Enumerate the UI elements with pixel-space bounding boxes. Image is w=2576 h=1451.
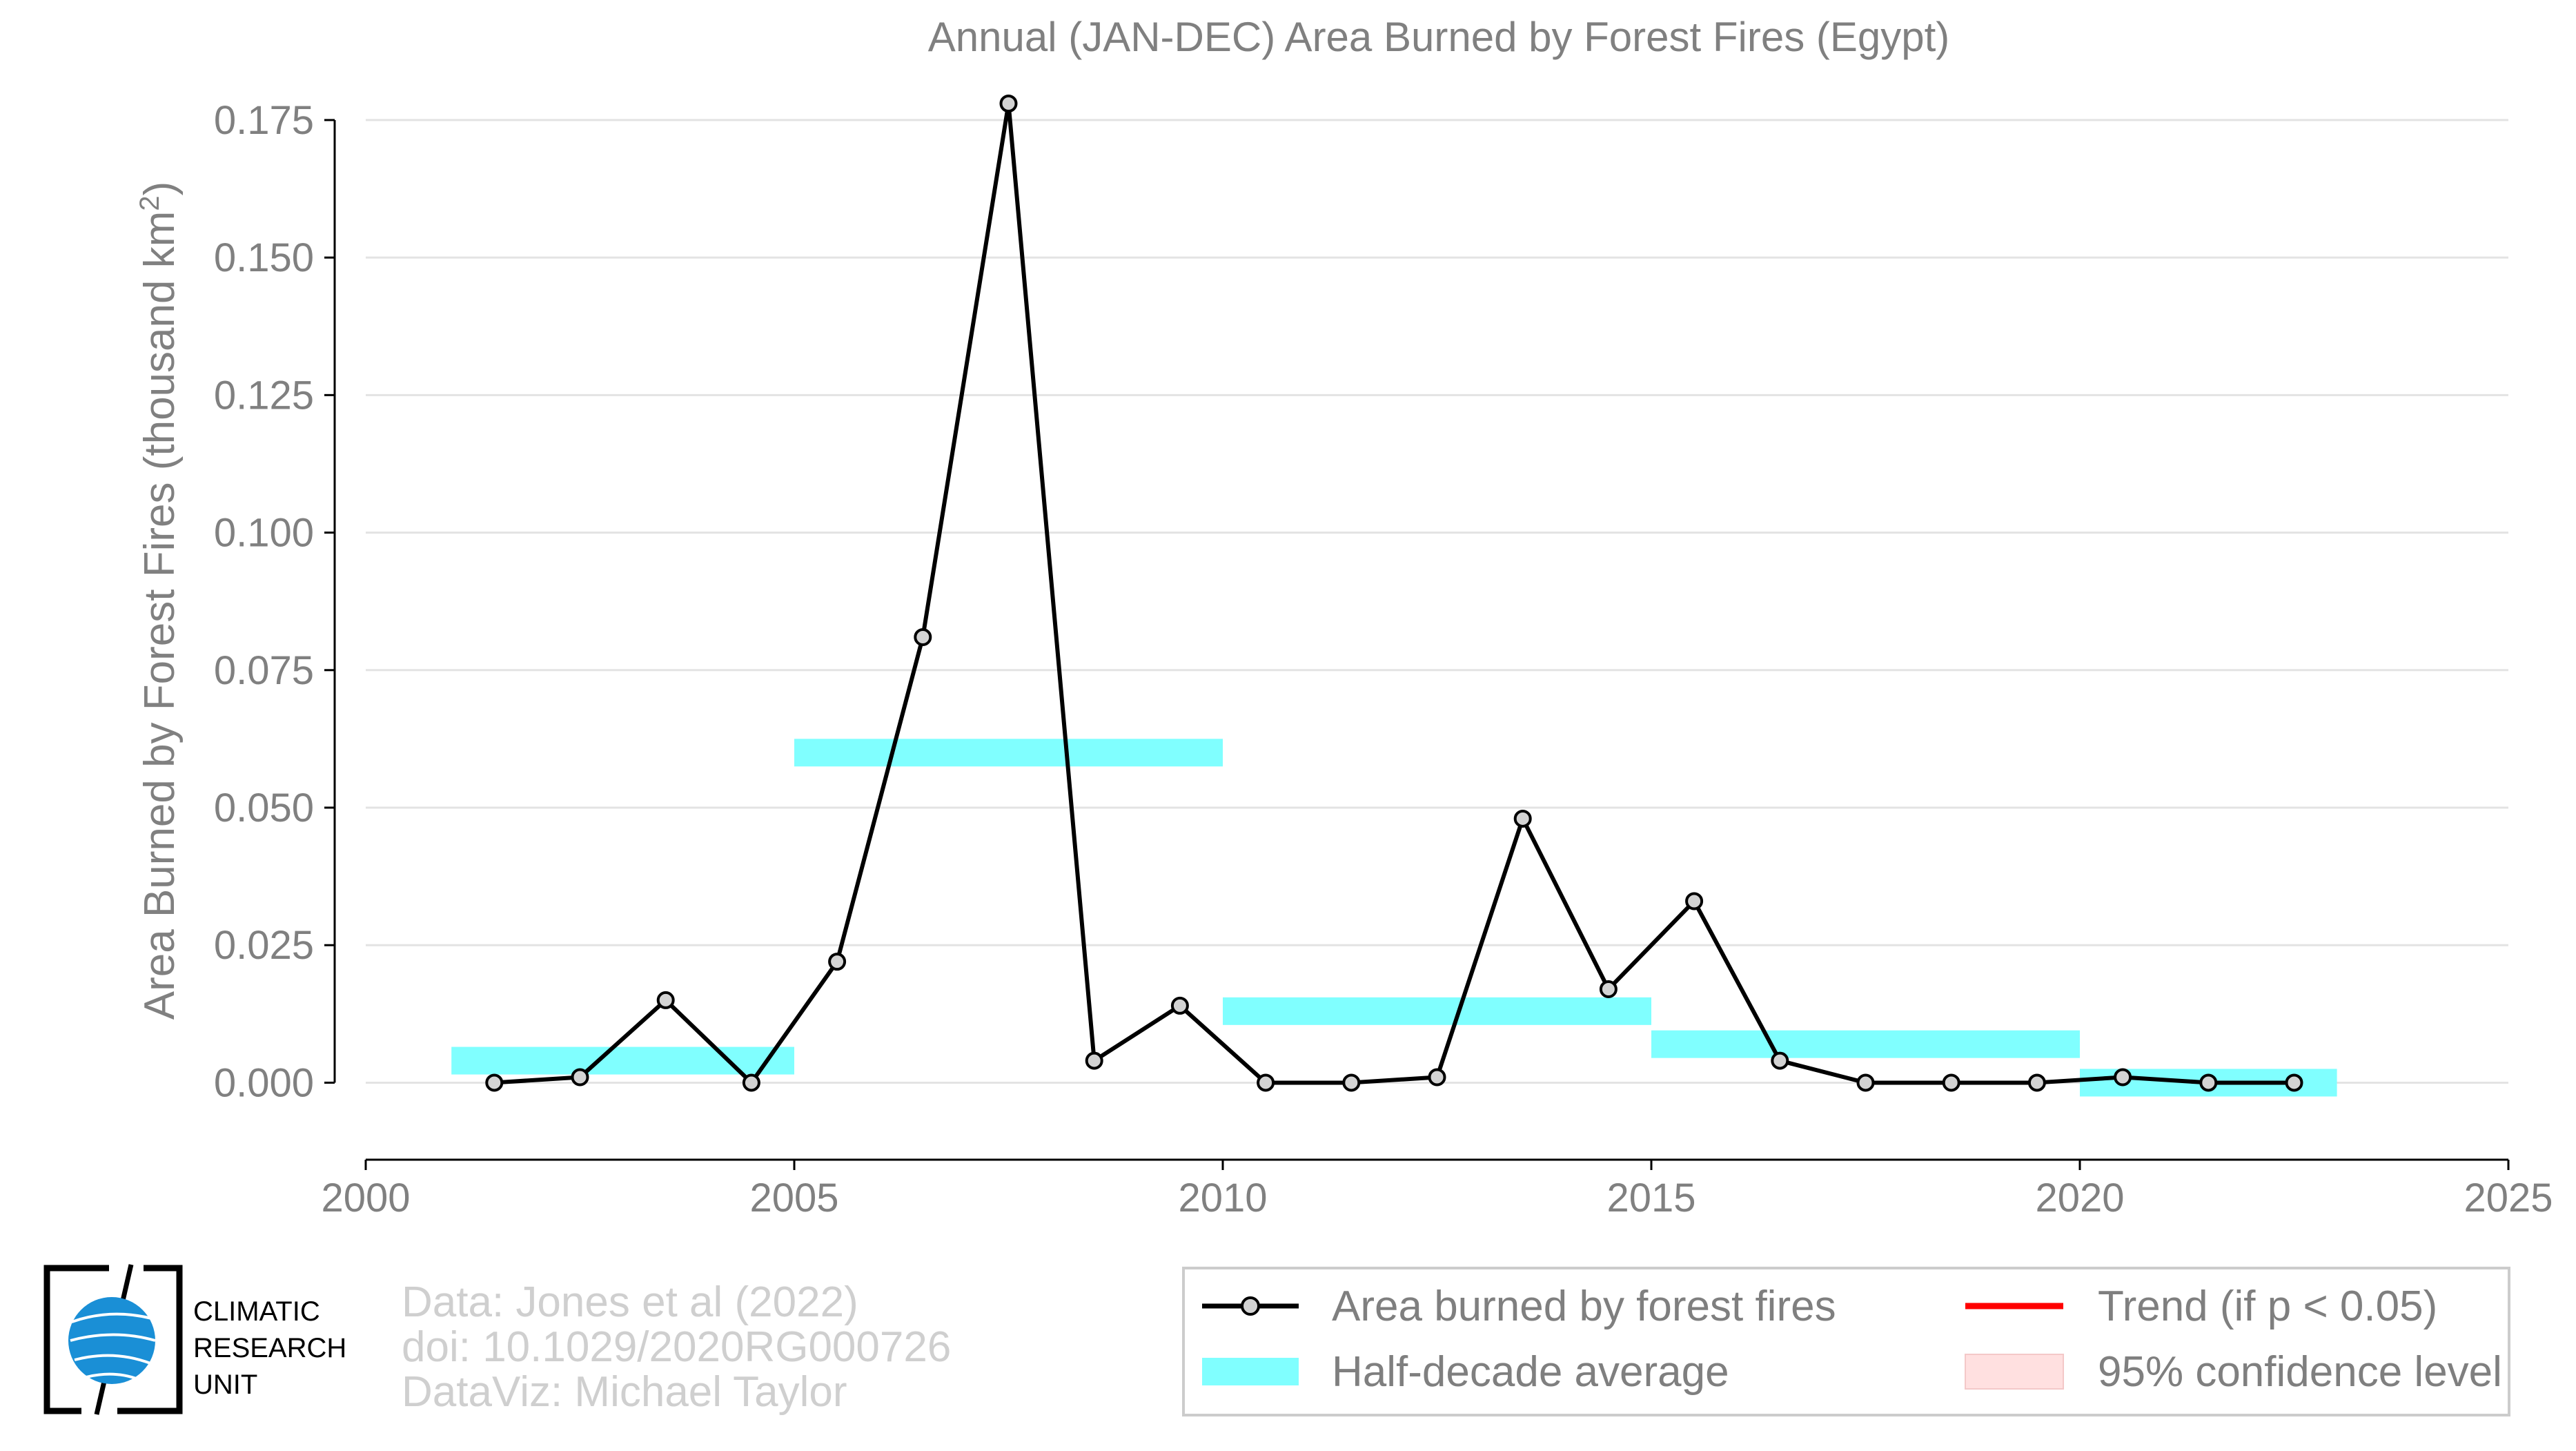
legend-box: [1182, 1267, 2510, 1416]
half-decade-bar: [1651, 1030, 2080, 1058]
y-tick-label: 0.175: [214, 98, 314, 143]
credit-data: Data: Jones et al (2022): [402, 1278, 858, 1326]
data-point: [828, 953, 847, 971]
x-tick-label: 2015: [1606, 1176, 1695, 1220]
half-decade-bar: [451, 1046, 794, 1075]
data-point: [656, 991, 675, 1009]
logo-bracket-left: [43, 1265, 109, 1414]
legend-marker-swatch: [1241, 1296, 1260, 1316]
y-axis-label: Area Burned by Forest Fires (thousand km…: [135, 182, 184, 1020]
data-point: [1428, 1068, 1446, 1087]
data-point: [1599, 980, 1618, 998]
legend-label-trend: Trend (if p < 0.05): [2098, 1283, 2437, 1330]
data-point: [2285, 1073, 2303, 1092]
legend-label-ci: 95% confidence level: [2098, 1348, 2502, 1396]
legend-band-swatch: [1202, 1358, 1299, 1385]
credit-doi: doi: 10.1029/2020RG000726: [402, 1323, 951, 1371]
y-tick-label: 0.050: [214, 786, 314, 830]
x-tick-label: 2010: [1178, 1176, 1267, 1220]
y-tick-label: 0.100: [214, 511, 314, 556]
x-tick-label: 2000: [321, 1176, 410, 1220]
data-point: [1085, 1051, 1103, 1070]
credit-dataviz: DataViz: Michael Taylor: [402, 1368, 847, 1416]
chart-title: Annual (JAN-DEC) Area Burned by Forest F…: [928, 14, 1950, 60]
data-point: [485, 1073, 504, 1092]
x-tick-label: 2025: [2464, 1176, 2553, 1220]
data-point: [2027, 1073, 2046, 1092]
data-point: [1942, 1073, 1960, 1092]
y-axis-label-close: ): [136, 182, 184, 196]
half-decade-bands: [451, 739, 2337, 1097]
data-point: [1170, 996, 1189, 1015]
logo-line-2: RESEARCH: [193, 1333, 346, 1363]
legend-label-area: Area burned by forest fires: [1332, 1283, 1836, 1330]
y-axis-label-superscript: 2: [135, 195, 165, 211]
legend-label-half-decade: Half-decade average: [1332, 1348, 1729, 1396]
data-point: [742, 1073, 760, 1092]
data-point: [999, 95, 1018, 113]
logo-bracket-right: [117, 1265, 183, 1414]
x-tick-label: 2020: [2035, 1176, 2124, 1220]
data-point: [1513, 809, 1532, 828]
data-point: [571, 1068, 589, 1087]
y-tick-label: 0.000: [214, 1060, 314, 1105]
half-decade-bar: [1223, 997, 1651, 1025]
legend: Area burned by forest fires Trend (if p …: [1182, 1267, 2510, 1416]
x-axis: 2000 2005 2010 2015 2020 2025: [321, 1158, 2553, 1220]
globe-lines-icon: [70, 1312, 156, 1381]
y-axis: 0.000 0.025 0.050 0.075 0.100 0.125 0.150 0.175: [214, 98, 336, 1105]
y-tick-label: 0.125: [214, 373, 314, 418]
logo-line-3: UNIT: [193, 1370, 257, 1400]
data-point: [1257, 1073, 1275, 1092]
data-point: [1856, 1073, 1875, 1092]
legend-ci-swatch: [1965, 1354, 2064, 1390]
y-tick-label: 0.025: [214, 923, 314, 968]
data-point: [914, 627, 932, 646]
data-point: [1771, 1051, 1789, 1070]
y-tick-label: 0.150: [214, 235, 314, 280]
y-tick-label: 0.075: [214, 648, 314, 693]
data-point: [2199, 1073, 2218, 1092]
data-point: [1685, 892, 1704, 910]
y-axis-label-main: Area Burned by Forest Fires (thousand km: [136, 211, 184, 1020]
globe-icon: [68, 1297, 155, 1384]
data-point: [2114, 1068, 2132, 1087]
logo-line-1: CLIMATIC: [193, 1296, 320, 1327]
grid-lines: [366, 119, 2508, 1084]
half-decade-bar: [794, 739, 1223, 767]
x-tick-label: 2005: [749, 1176, 838, 1220]
series-markers: [485, 95, 2303, 1092]
series-line: [494, 101, 2294, 1085]
credits: Data: Jones et al (2022) doi: 10.1029/20…: [402, 1278, 951, 1416]
area-burned-line: [494, 101, 2294, 1085]
cru-logo: CLIMATIC RESEARCH UNIT: [43, 1264, 346, 1415]
data-point: [1342, 1073, 1361, 1092]
